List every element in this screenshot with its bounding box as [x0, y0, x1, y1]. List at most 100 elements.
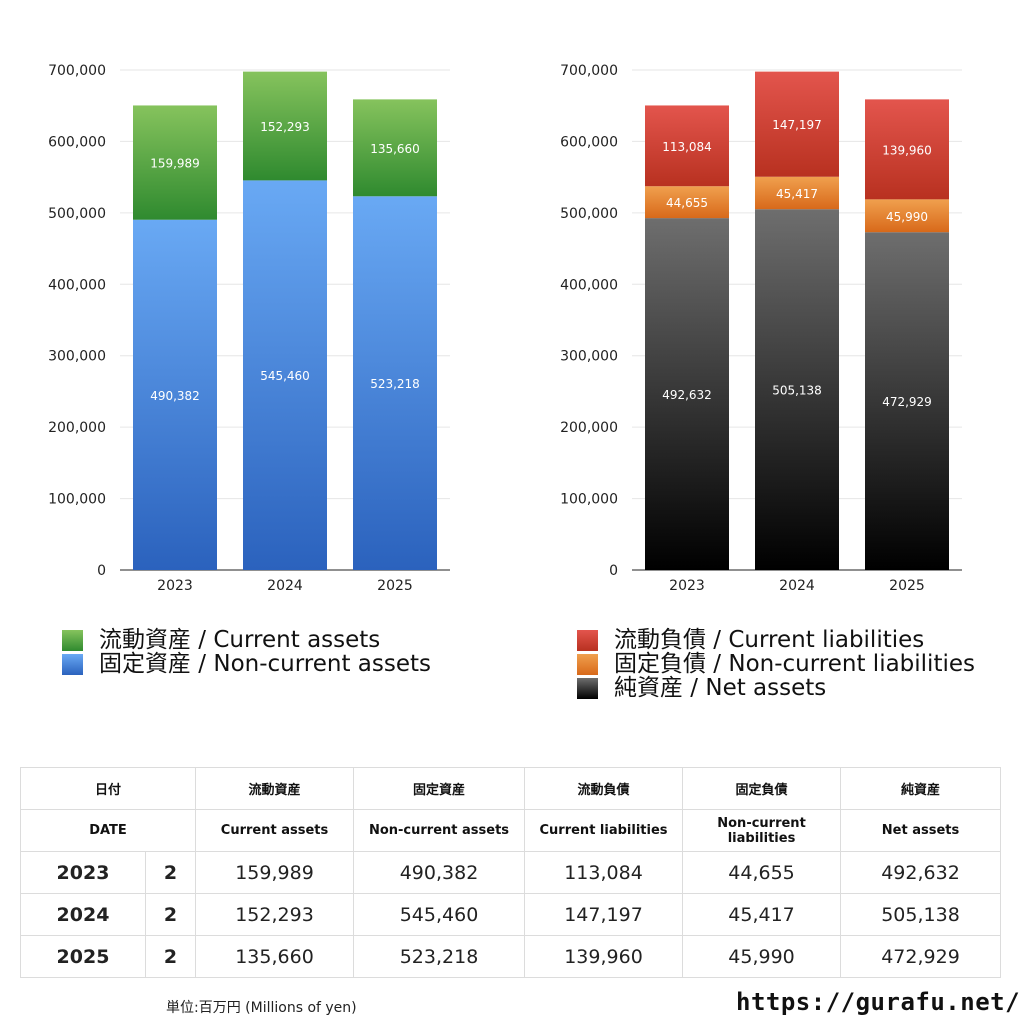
liabilities-legend: 流動負債 / Current liabilities 固定負債 / Non-cur… [577, 628, 975, 700]
cell-non-current-assets: 523,218 [353, 935, 526, 978]
bar-segment-net-assets [645, 218, 729, 570]
legend-label: 流動負債 / Current liabilities [614, 627, 925, 653]
y-tick-label: 400,000 [48, 277, 106, 293]
data-label: 490,382 [150, 389, 200, 403]
y-tick-label: 500,000 [48, 206, 106, 222]
legend-item: 固定負債 / Non-current liabilities [577, 652, 975, 676]
y-tick-label: 200,000 [48, 420, 106, 436]
cell-current-assets: 152,293 [195, 893, 355, 936]
table-row: 2023 2 159,989 490,382 113,084 44,655 49… [20, 851, 1002, 894]
table-header-jp: 日付 流動資産 固定資産 流動負債 固定負債 純資産 [19, 767, 1002, 810]
data-label: 139,960 [882, 143, 932, 157]
cell-period: 2 [144, 893, 197, 936]
y-tick-label: 300,000 [560, 349, 618, 365]
cell-net-assets: 472,929 [840, 935, 1002, 978]
y-tick-label: 0 [609, 563, 618, 579]
cell-current-assets: 159,989 [195, 851, 355, 894]
cell-net-assets: 505,138 [840, 893, 1002, 936]
header-net-assets-en: Net assets [840, 809, 1002, 852]
header-non-current-liabilities-en: Non-current liabilities [682, 809, 842, 852]
bar-segment-non-current-assets [243, 180, 327, 570]
cell-period: 2 [144, 935, 197, 978]
y-tick-label: 600,000 [560, 134, 618, 150]
cell-year: 2025 [20, 935, 146, 978]
assets-legend: 流動資産 / Current assets 固定資産 / Non-current … [62, 628, 431, 676]
legend-item: 流動負債 / Current liabilities [577, 628, 975, 652]
data-label: 505,138 [772, 384, 822, 398]
y-tick-label: 700,000 [560, 63, 618, 79]
unit-footnote: 単位:百万円 (Millions of yen) [166, 1000, 357, 1016]
x-tick-label: 2023 [157, 578, 193, 594]
data-label: 44,655 [666, 196, 708, 210]
bar-segment-current-assets [353, 99, 437, 197]
bar-segment-current-assets [133, 105, 217, 220]
y-tick-label: 100,000 [560, 492, 618, 508]
y-tick-label: 700,000 [48, 63, 106, 79]
legend-item: 純資産 / Net assets [577, 676, 975, 700]
y-tick-label: 0 [97, 563, 106, 579]
table-header-en: DATE Current assets Non-current assets C… [19, 809, 1002, 852]
bar-segment-non-current-assets [353, 196, 437, 570]
site-url[interactable]: https://gurafu.net/ [736, 988, 1021, 1016]
x-tick-label: 2024 [779, 578, 815, 594]
legend-swatch [577, 629, 598, 651]
header-current-liabilities-en: Current liabilities [524, 809, 684, 852]
balance-sheet-table: 日付 流動資産 固定資産 流動負債 固定負債 純資産 DATE Current … [19, 767, 1002, 978]
header-non-current-assets-jp: 固定資産 [353, 767, 526, 810]
header-date-en: DATE [19, 809, 197, 852]
cell-non-current-liabilities: 45,990 [682, 935, 842, 978]
x-tick-label: 2024 [267, 578, 303, 594]
cell-non-current-assets: 545,460 [353, 893, 526, 936]
data-label: 45,990 [886, 210, 928, 224]
bar-segment-current-liabilities [645, 105, 729, 187]
data-label: 45,417 [776, 187, 818, 201]
cell-year: 2023 [20, 851, 146, 894]
cell-current-liabilities: 147,197 [524, 893, 684, 936]
table-row: 2025 2 135,660 523,218 139,960 45,990 47… [20, 935, 1002, 978]
data-label: 113,084 [662, 140, 712, 154]
legend-label: 流動資産 / Current assets [99, 627, 381, 653]
legend-label: 固定資産 / Non-current assets [99, 651, 432, 677]
cell-current-assets: 135,660 [195, 935, 355, 978]
y-tick-label: 200,000 [560, 420, 618, 436]
bar-segment-current-assets [243, 71, 327, 181]
cell-period: 2 [144, 851, 197, 894]
data-label: 472,929 [882, 395, 932, 409]
cell-current-liabilities: 139,960 [524, 935, 684, 978]
header-net-assets-jp: 純資産 [840, 767, 1002, 810]
cell-net-assets: 492,632 [840, 851, 1002, 894]
legend-item: 固定資産 / Non-current assets [62, 652, 431, 676]
cell-non-current-assets: 490,382 [353, 851, 526, 894]
table-row: 2024 2 152,293 545,460 147,197 45,417 50… [20, 893, 1002, 936]
bar-segment-non-current-liabilities [645, 186, 729, 219]
data-label: 545,460 [260, 369, 310, 383]
header-non-current-assets-en: Non-current assets [353, 809, 526, 852]
y-tick-label: 400,000 [560, 277, 618, 293]
bar-segment-non-current-liabilities [865, 199, 949, 233]
header-non-current-liabilities-jp: 固定負債 [682, 767, 842, 810]
y-tick-label: 100,000 [48, 492, 106, 508]
data-label: 135,660 [370, 142, 420, 156]
data-label: 492,632 [662, 388, 712, 402]
x-tick-label: 2025 [889, 578, 925, 594]
bar-segment-non-current-liabilities [755, 176, 839, 210]
header-current-assets-en: Current assets [195, 809, 355, 852]
legend-label: 固定負債 / Non-current liabilities [614, 651, 975, 677]
y-tick-label: 600,000 [48, 134, 106, 150]
y-tick-label: 500,000 [560, 206, 618, 222]
data-label: 159,989 [150, 157, 200, 171]
legend-swatch [62, 629, 83, 651]
assets-bar-chart: 0 100,000 200,000 300,000 400,000 500,000 600,… [48, 63, 450, 594]
header-current-assets-jp: 流動資産 [195, 767, 355, 810]
data-label: 523,218 [370, 377, 420, 391]
bar-segment-current-liabilities [865, 99, 949, 200]
header-current-liabilities-jp: 流動負債 [524, 767, 684, 810]
cell-year: 2024 [20, 893, 146, 936]
legend-label: 純資産 / Net assets [614, 675, 827, 701]
bar-segment-current-liabilities [755, 71, 839, 177]
cell-current-liabilities: 113,084 [524, 851, 684, 894]
legend-item: 流動資産 / Current assets [62, 628, 431, 652]
bar-segment-non-current-assets [133, 219, 217, 570]
legend-swatch [62, 653, 83, 675]
x-tick-label: 2025 [377, 578, 413, 594]
